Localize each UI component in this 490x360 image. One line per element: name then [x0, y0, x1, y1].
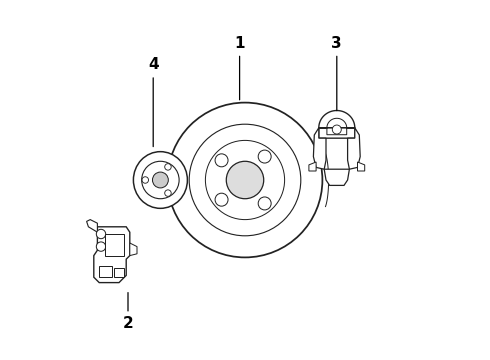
- Circle shape: [215, 154, 228, 167]
- Text: 2: 2: [122, 293, 133, 332]
- Ellipse shape: [133, 152, 187, 208]
- Polygon shape: [358, 162, 365, 171]
- Circle shape: [332, 125, 342, 134]
- Polygon shape: [347, 128, 360, 169]
- Circle shape: [165, 164, 171, 170]
- Circle shape: [97, 242, 106, 251]
- Polygon shape: [309, 162, 316, 171]
- Polygon shape: [87, 220, 98, 232]
- Circle shape: [189, 124, 301, 236]
- Circle shape: [226, 161, 264, 199]
- Polygon shape: [114, 268, 124, 277]
- Circle shape: [142, 177, 148, 183]
- Polygon shape: [104, 234, 124, 256]
- Polygon shape: [94, 227, 130, 283]
- Polygon shape: [314, 128, 326, 169]
- Text: 3: 3: [332, 36, 342, 111]
- Circle shape: [215, 193, 228, 206]
- Circle shape: [258, 197, 271, 210]
- Circle shape: [205, 140, 285, 220]
- Polygon shape: [99, 266, 112, 277]
- Circle shape: [97, 229, 106, 239]
- Text: 4: 4: [148, 57, 158, 147]
- Circle shape: [152, 172, 169, 188]
- Polygon shape: [319, 111, 355, 138]
- Polygon shape: [324, 169, 349, 185]
- Polygon shape: [327, 118, 347, 135]
- Circle shape: [165, 190, 171, 196]
- Circle shape: [168, 103, 322, 257]
- Circle shape: [142, 161, 179, 199]
- Polygon shape: [130, 243, 137, 256]
- Text: 1: 1: [234, 36, 245, 100]
- Circle shape: [258, 150, 271, 163]
